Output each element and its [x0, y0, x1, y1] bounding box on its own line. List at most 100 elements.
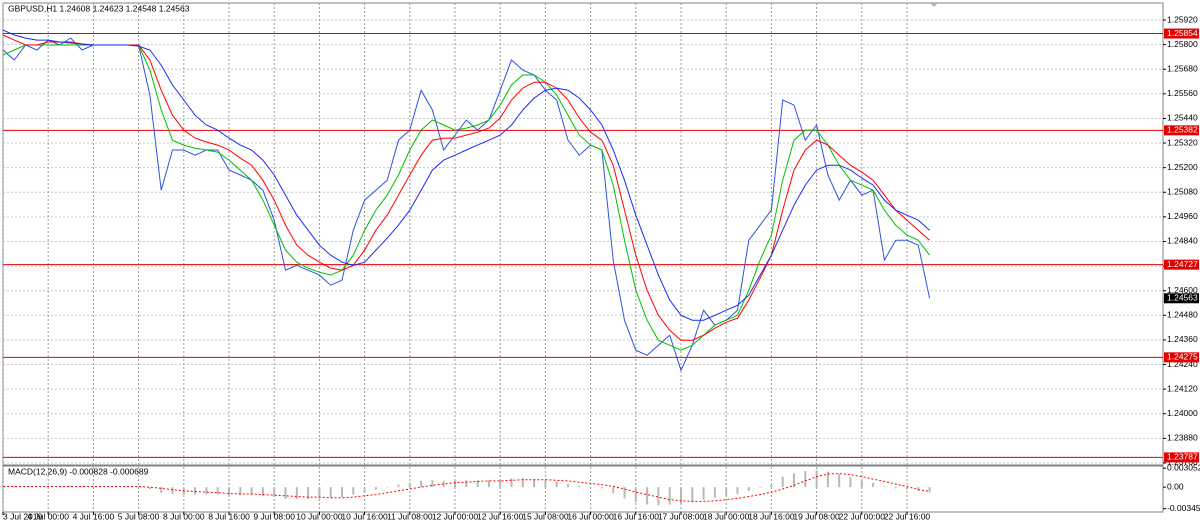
histogram-bar: [420, 480, 423, 488]
series-line: [2, 44, 930, 351]
histogram-bar: [397, 484, 400, 488]
x-tick-label: 8 Jul 16:00: [208, 511, 250, 521]
histogram-bar: [838, 474, 841, 488]
x-tick-label: 4 Jul 00:00: [27, 511, 69, 521]
histogram-bar: [736, 487, 739, 494]
histogram-bar: [680, 487, 682, 504]
histogram-bar: [465, 480, 468, 488]
histogram-bar: [612, 487, 615, 494]
histogram-bar: [860, 480, 863, 488]
x-tick-label: 16 Jul 00:00: [567, 511, 614, 521]
histogram-bar: [781, 476, 784, 488]
y-tick-label: 1.25800: [1167, 39, 1198, 49]
histogram-bar: [702, 487, 705, 500]
y-tick-label: 1.24000: [1167, 408, 1198, 418]
histogram-bar: [713, 487, 716, 498]
level-label-bg: [1164, 352, 1199, 363]
y-tick-label: 0.003052: [1167, 462, 1200, 472]
histogram-bar: [657, 487, 660, 506]
y-tick-label: 1.24960: [1167, 211, 1198, 221]
histogram-bar: [216, 487, 219, 495]
x-tick-label: 18 Jul 16:00: [748, 511, 795, 521]
histogram-bar: [872, 482, 875, 488]
x-tick-label: 3 Jul 2019: [3, 511, 42, 521]
x-tick-label: 19 Jul 08:00: [793, 511, 840, 521]
series-line: [2, 29, 930, 321]
level-label-bg: [1164, 259, 1199, 270]
x-tick-label: 17 Jul 08:00: [658, 511, 705, 521]
histogram-bar: [759, 487, 762, 488]
histogram-bar: [454, 480, 456, 488]
histogram-bar: [329, 487, 332, 498]
histogram-bar: [408, 482, 411, 488]
histogram-bar: [815, 470, 818, 488]
series-line: [2, 37, 931, 372]
histogram-bar: [691, 487, 694, 503]
x-tick-label: 4 Jul 16:00: [73, 511, 115, 521]
histogram-bar: [250, 487, 253, 496]
histogram-bar: [928, 487, 931, 493]
y-tick-label: 1.24120: [1167, 383, 1198, 393]
level-label-bg: [1164, 125, 1199, 136]
main-pane: [2, 2, 1164, 466]
level-label: 1.23787: [1167, 452, 1198, 462]
histogram-bar: [883, 486, 886, 488]
series-line: [3, 472, 930, 502]
histogram-bar: [363, 487, 366, 493]
histogram-bar: [374, 487, 377, 490]
histogram-bar: [442, 480, 445, 488]
last-price-bg: [1164, 293, 1199, 304]
series-line: [2, 34, 930, 341]
histogram-bar: [284, 487, 287, 499]
histogram-bar: [906, 487, 908, 490]
histogram-bar: [341, 487, 343, 498]
histogram-bar: [476, 480, 479, 488]
y-tick-label: 1.25560: [1167, 88, 1198, 98]
x-tick-label: 5 Jul 08:00: [118, 511, 160, 521]
histogram-bar: [239, 487, 242, 496]
histogram-bar: [69, 485, 72, 488]
y-tick-label: 1.23880: [1167, 433, 1198, 443]
x-tick-label: 10 Jul 00:00: [296, 511, 343, 521]
x-tick-label: 12 Jul 00:00: [432, 511, 479, 521]
y-tick-label: 1.24360: [1167, 334, 1198, 344]
x-tick-label: 16 Jul 16:00: [613, 511, 660, 521]
y-tick-label: 1.25440: [1167, 113, 1198, 123]
histogram-bar: [24, 486, 27, 488]
histogram-bar: [148, 487, 151, 489]
histogram-bar: [510, 478, 513, 488]
y-tick-label: -0.003457: [1167, 503, 1200, 513]
y-tick-label: 1.25320: [1167, 137, 1198, 147]
histogram-bar: [917, 487, 920, 491]
x-tick-label: 9 Jul 08:00: [253, 511, 295, 521]
histogram-bar: [849, 477, 852, 488]
histogram-bar: [747, 487, 750, 491]
histogram-bar: [533, 479, 536, 488]
y-tick-label: 1.25920: [1167, 14, 1198, 24]
histogram-bar: [894, 487, 897, 489]
shift-marker: [930, 3, 938, 7]
y-tick-label: 0.00: [1167, 481, 1184, 491]
histogram-bar: [499, 479, 502, 488]
histogram-bar: [634, 487, 637, 503]
histogram-bar: [600, 487, 603, 489]
histogram-bar: [826, 471, 829, 488]
histogram-bar: [487, 480, 490, 488]
histogram-bar: [668, 487, 671, 505]
y-tick-label: 1.25200: [1167, 162, 1198, 172]
y-tick-label: 1.25680: [1167, 63, 1198, 73]
x-tick-label: 15 Jul 08:00: [522, 511, 569, 521]
y-tick-label: 1.24600: [1167, 285, 1198, 295]
histogram-bar: [318, 487, 321, 499]
x-tick-label: 12 Jul 16:00: [477, 511, 524, 521]
histogram-bar: [194, 487, 197, 495]
histogram-bar: [137, 486, 140, 488]
histogram-bar: [13, 486, 16, 488]
y-tick-label: 1.24240: [1167, 359, 1198, 369]
histogram-bar: [578, 485, 581, 488]
histogram-bar: [555, 481, 558, 488]
histogram-bar: [804, 470, 807, 488]
histogram-bar: [725, 487, 728, 496]
histogram-bar: [273, 487, 276, 498]
